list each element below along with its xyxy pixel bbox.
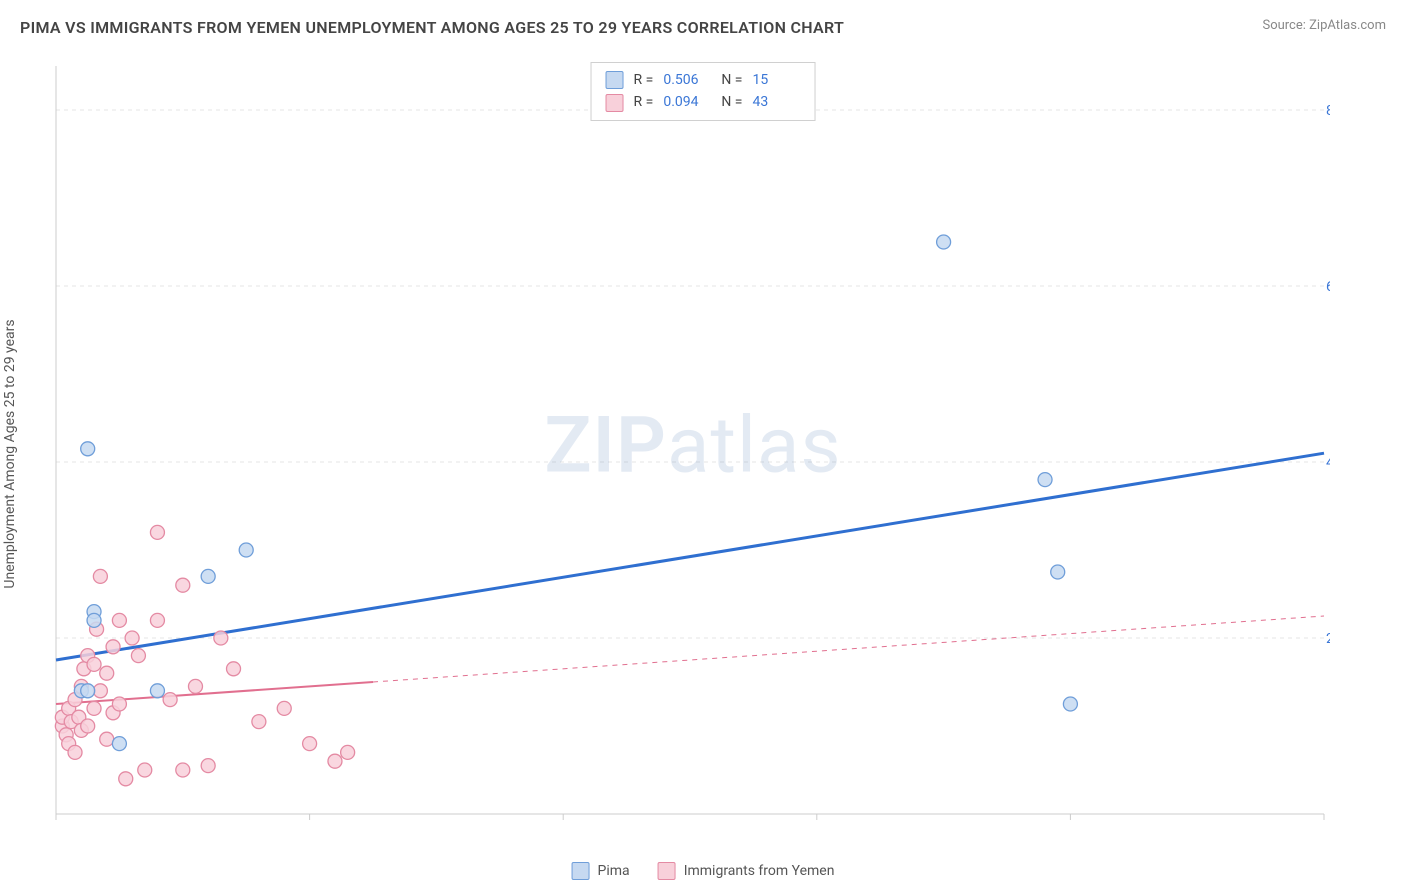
point-pima xyxy=(150,684,164,698)
point-yemen xyxy=(214,631,228,645)
point-yemen xyxy=(125,631,139,645)
chart-area: 20.0%40.0%60.0%80.0%0.0%100.0% ZIPatlas xyxy=(50,60,1336,832)
legend-swatch-yemen xyxy=(606,94,624,112)
y-tick-label: 80.0% xyxy=(1326,103,1330,119)
y-axis-label: Unemployment Among Ages 25 to 29 years xyxy=(2,319,18,588)
point-yemen xyxy=(252,715,266,729)
point-yemen xyxy=(106,640,120,654)
point-yemen xyxy=(112,613,126,627)
point-yemen xyxy=(150,613,164,627)
point-yemen xyxy=(119,772,133,786)
point-pima xyxy=(239,543,253,557)
legend-swatch-yemen xyxy=(658,862,676,880)
chart-title: PIMA VS IMMIGRANTS FROM YEMEN UNEMPLOYME… xyxy=(20,18,844,37)
point-pima xyxy=(81,684,95,698)
legend-swatch-pima xyxy=(572,862,590,880)
legend-label: Pima xyxy=(598,863,630,879)
point-pima xyxy=(112,737,126,751)
r-value: 0.506 xyxy=(663,69,711,91)
legend-swatch-pima xyxy=(606,71,624,89)
point-yemen xyxy=(303,737,317,751)
y-tick-label: 60.0% xyxy=(1326,279,1330,295)
legend-row-yemen: R = 0.094 N = 43 xyxy=(606,91,801,113)
point-yemen xyxy=(163,693,177,707)
point-yemen xyxy=(87,701,101,715)
point-pima xyxy=(937,235,951,249)
legend-row-pima: R = 0.506 N = 15 xyxy=(606,69,801,91)
point-pima xyxy=(1038,473,1052,487)
point-yemen xyxy=(328,754,342,768)
correlation-legend: R = 0.506 N = 15 R = 0.094 N = 43 xyxy=(591,62,816,121)
n-label: N = xyxy=(721,91,742,113)
series-legend: Pima Immigrants from Yemen xyxy=(572,862,835,880)
legend-item-pima: Pima xyxy=(572,862,630,880)
point-pima xyxy=(201,569,215,583)
r-value: 0.094 xyxy=(663,91,711,113)
r-label: R = xyxy=(634,91,654,113)
point-yemen xyxy=(93,684,107,698)
point-yemen xyxy=(188,679,202,693)
n-value: 15 xyxy=(752,69,800,91)
n-value: 43 xyxy=(752,91,800,113)
header: PIMA VS IMMIGRANTS FROM YEMEN UNEMPLOYME… xyxy=(0,0,1406,47)
scatter-chart: 20.0%40.0%60.0%80.0%0.0%100.0% xyxy=(50,60,1330,820)
point-yemen xyxy=(227,662,241,676)
point-yemen xyxy=(150,525,164,539)
source-label: Source: ZipAtlas.com xyxy=(1262,18,1386,33)
point-yemen xyxy=(341,745,355,759)
y-tick-label: 40.0% xyxy=(1326,455,1330,471)
point-yemen xyxy=(81,719,95,733)
point-yemen xyxy=(176,578,190,592)
n-label: N = xyxy=(721,69,742,91)
point-yemen xyxy=(100,732,114,746)
point-pima xyxy=(1051,565,1065,579)
point-pima xyxy=(87,613,101,627)
trend-line-yemen-dashed xyxy=(373,616,1324,682)
point-pima xyxy=(81,442,95,456)
point-yemen xyxy=(100,666,114,680)
legend-label: Immigrants from Yemen xyxy=(684,863,835,879)
point-pima xyxy=(1063,697,1077,711)
point-yemen xyxy=(176,763,190,777)
point-yemen xyxy=(131,649,145,663)
legend-item-yemen: Immigrants from Yemen xyxy=(658,862,835,880)
point-yemen xyxy=(201,759,215,773)
point-yemen xyxy=(93,569,107,583)
y-tick-label: 20.0% xyxy=(1326,631,1330,647)
point-yemen xyxy=(87,657,101,671)
point-yemen xyxy=(68,745,82,759)
point-yemen xyxy=(138,763,152,777)
point-yemen xyxy=(277,701,291,715)
point-yemen xyxy=(112,697,126,711)
r-label: R = xyxy=(634,69,654,91)
